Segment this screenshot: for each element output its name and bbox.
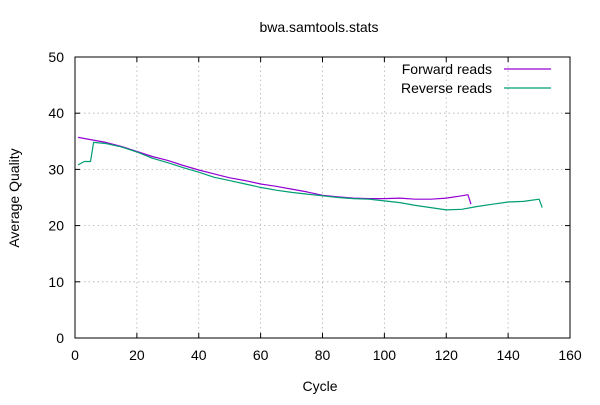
axis-ticks	[74, 56, 571, 339]
y-tick-label: 30	[48, 161, 64, 177]
x-tick-label: 120	[435, 347, 459, 363]
y-tick-label: 0	[56, 330, 64, 346]
x-tick-label: 20	[129, 347, 145, 363]
x-axis-label: Cycle	[302, 378, 337, 394]
x-tick-label: 160	[558, 347, 582, 363]
tick-labels: 0 20 40 60 80 100 120 140 160 0 10 20 30 40 50	[48, 49, 581, 363]
x-tick-label: 100	[373, 347, 397, 363]
y-tick-label: 40	[48, 105, 64, 121]
x-tick-label: 0	[71, 347, 79, 363]
y-axis-label: Average Quality	[6, 148, 22, 247]
y-tick-label: 20	[48, 218, 64, 234]
x-tick-label: 60	[253, 347, 269, 363]
x-tick-label: 140	[496, 347, 520, 363]
series-lines	[77, 136, 543, 211]
x-tick-label: 80	[315, 347, 331, 363]
legend-label: Forward reads	[402, 61, 492, 77]
series-line-reverse-reads	[77, 141, 543, 211]
y-tick-label: 50	[48, 49, 64, 65]
legend-label: Reverse reads	[401, 80, 492, 96]
legend: Forward reads Reverse reads	[401, 61, 551, 96]
series-line-forward-reads	[77, 136, 472, 205]
chart-title: bwa.samtools.stats	[259, 19, 378, 35]
x-tick-label: 40	[191, 347, 207, 363]
y-tick-label: 10	[48, 274, 64, 290]
grid-lines	[75, 57, 570, 338]
